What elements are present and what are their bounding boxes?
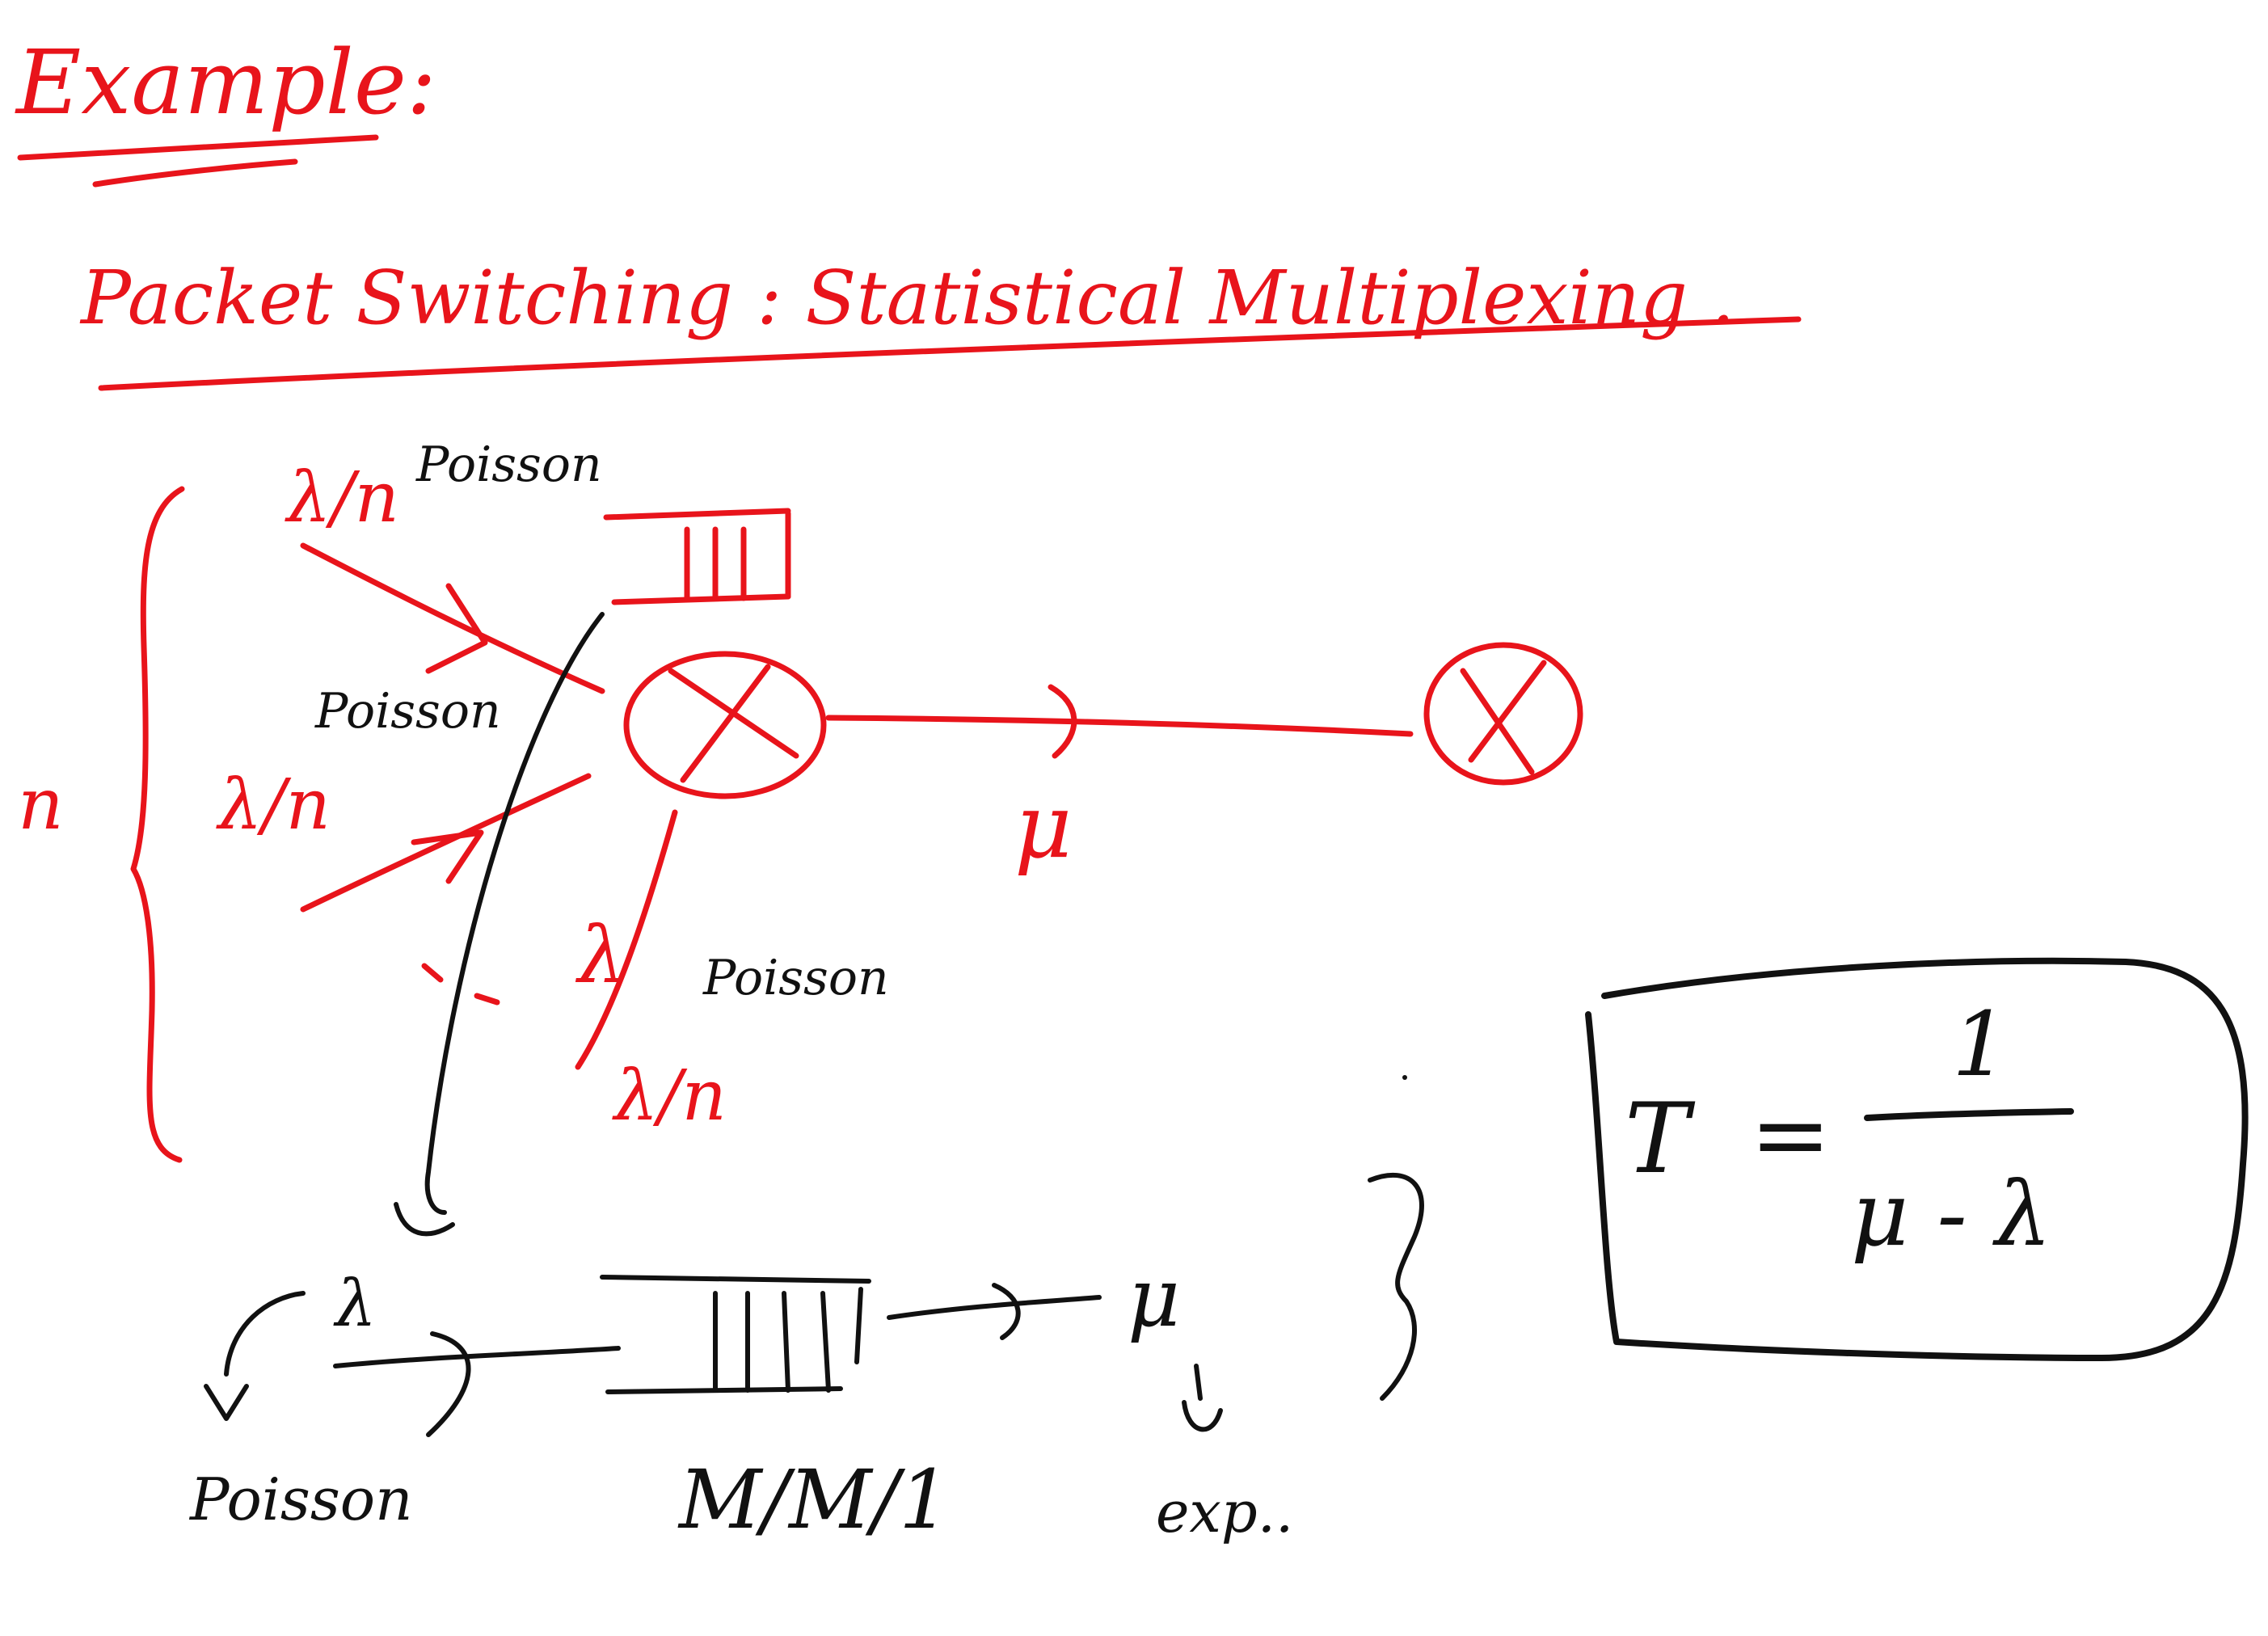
queue-service-line [887,1295,1102,1320]
formula-numerator: 1 [1952,993,2009,1096]
mapping-curve-hook [394,1202,455,1237]
queue-arrival-line [333,1346,621,1368]
queue-arrival-dist-head [204,1384,249,1421]
queue-top-rail [600,1275,871,1284]
heading-text: Example: [15,31,436,134]
buffer-top-rail [603,508,791,521]
subtitle-underline [98,316,1802,391]
rate-top-label: λ/n [285,457,399,538]
n-sources-label: n [18,762,64,845]
heading-underline-2 [92,158,298,188]
continuation-dash-1 [421,963,444,983]
link-line [825,715,1414,737]
queue-service-head [992,1283,1021,1340]
poisson-top-label: Poisson [415,436,602,493]
link-arrow-head [1048,684,1077,759]
input-arrow-top [300,542,605,694]
input-arrow-mid [300,773,592,913]
formula-equals: = [1750,1079,1832,1191]
queue-slot-4 [820,1291,831,1393]
poisson-mid-label: Poisson [314,683,501,740]
queue-bottom-rail [605,1386,843,1394]
aggregate-flow-line [575,809,678,1070]
queue-service-label: μ [1128,1250,1180,1345]
subtitle-text: Packet Switching : Statistical Multiplex… [79,255,1735,341]
formula-lhs: T [1625,1083,1696,1195]
poisson-total-label: Poisson [702,950,889,1006]
continuation-dash-2 [474,993,500,1006]
queue-arrival-head [426,1331,471,1437]
sources-brace [130,486,185,1163]
switch-node-1 [623,651,827,799]
input-arrow-mid-head [411,829,484,884]
buffer-bottom-rail [611,593,791,605]
rate-bottom-label: λ/n [612,1056,727,1136]
mapping-curve [424,612,605,1215]
formula-box [1585,957,2249,1361]
queue-service-dist-label: exp.. [1156,1479,1293,1545]
queue-slot-5 [854,1287,863,1364]
switch-node-2 [1423,642,1583,786]
queue-service-dist-arrow [1194,1364,1203,1401]
rate-mid-label: λ/n [216,765,331,845]
equivalence-brace [1368,1172,1424,1401]
queue-model-label: M/M/1 [677,1453,951,1547]
formula-denominator: μ - λ [1851,1162,2051,1266]
heading-underline-1 [17,134,379,161]
queue-arrival-dist-label: Poisson [188,1465,413,1533]
stray-dot [1402,1075,1407,1080]
queue-arrival-dist-arrow [224,1291,306,1377]
formula-fraction-bar [1864,1108,2074,1121]
rate-total-label: λ [575,910,627,1001]
queue-slot-3 [782,1291,790,1393]
queue-service-dist-head [1182,1400,1223,1432]
service-rate-label: μ [1014,774,1073,878]
queue-arrival-label: λ [333,1266,377,1341]
input-arrow-top-head [425,583,488,674]
